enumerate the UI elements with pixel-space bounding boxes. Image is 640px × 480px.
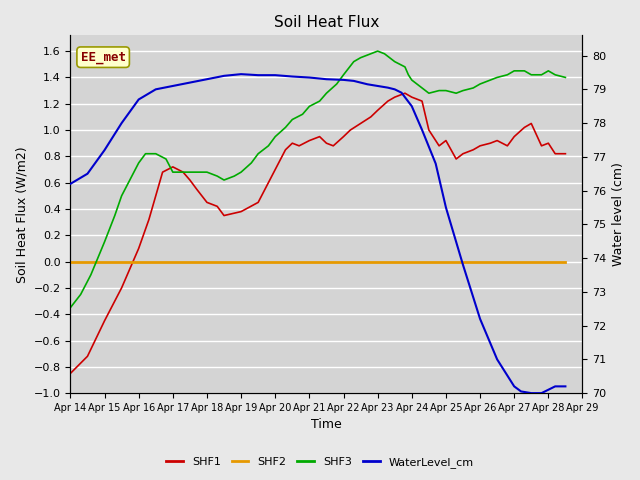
Y-axis label: Soil Heat Flux (W/m2): Soil Heat Flux (W/m2): [15, 146, 28, 283]
Title: Soil Heat Flux: Soil Heat Flux: [274, 15, 379, 30]
X-axis label: Time: Time: [311, 419, 342, 432]
Legend: SHF1, SHF2, SHF3, WaterLevel_cm: SHF1, SHF2, SHF3, WaterLevel_cm: [162, 452, 478, 472]
Y-axis label: Water level (cm): Water level (cm): [612, 162, 625, 266]
Text: EE_met: EE_met: [81, 51, 125, 64]
